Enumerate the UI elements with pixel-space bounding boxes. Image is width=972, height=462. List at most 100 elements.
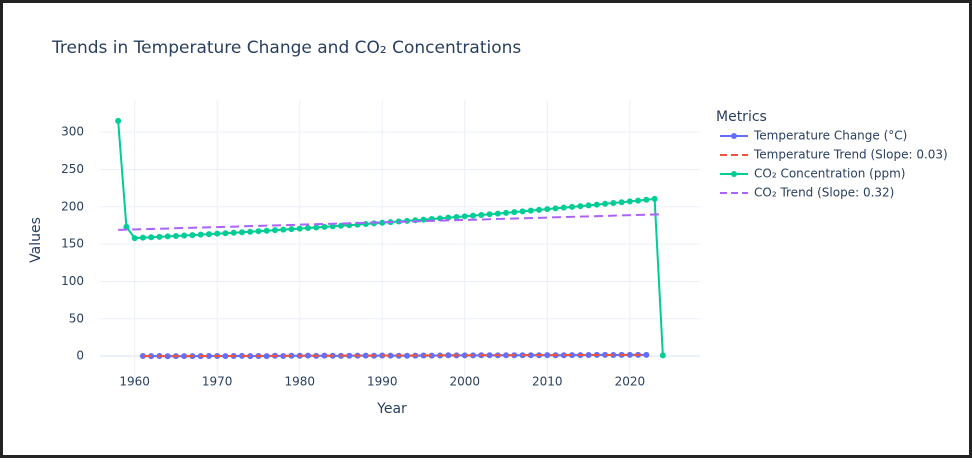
data-point <box>461 352 468 359</box>
legend-marker <box>731 133 737 139</box>
data-point <box>544 206 551 213</box>
data-point <box>238 229 245 236</box>
data-point <box>255 228 262 235</box>
data-point <box>486 211 493 218</box>
y-tick-label: 0 <box>76 349 84 363</box>
data-point <box>189 232 196 239</box>
y-axis-title: Values <box>28 217 44 263</box>
data-point <box>519 208 526 215</box>
data-point <box>470 212 477 219</box>
x-tick-label: 1960 <box>119 375 150 389</box>
data-point <box>222 353 229 360</box>
data-point <box>494 210 501 217</box>
y-tick-label: 50 <box>69 311 84 325</box>
data-point <box>263 353 270 360</box>
data-point <box>643 196 650 203</box>
data-point <box>659 352 666 359</box>
legend-label: CO₂ Concentration (ppm) <box>754 167 905 181</box>
data-point <box>156 233 163 240</box>
legend-title: Metrics <box>716 109 767 125</box>
legend-label: Temperature Change (°C) <box>753 129 907 143</box>
data-point <box>379 219 386 226</box>
data-point <box>536 206 543 213</box>
data-point <box>271 227 278 234</box>
data-point <box>148 234 155 241</box>
data-point <box>626 351 633 358</box>
data-point <box>486 352 493 359</box>
data-point <box>205 353 212 360</box>
data-point <box>610 200 617 207</box>
data-point <box>404 352 411 359</box>
data-point <box>635 197 642 204</box>
data-point <box>527 207 534 214</box>
data-point <box>585 351 592 358</box>
data-point <box>230 229 237 236</box>
data-point <box>478 211 485 218</box>
data-point <box>577 203 584 210</box>
data-point <box>552 205 559 212</box>
data-point <box>651 195 658 202</box>
data-point <box>139 234 146 241</box>
data-point <box>214 230 221 237</box>
data-point <box>181 353 188 360</box>
data-point <box>420 216 427 223</box>
data-point <box>205 231 212 238</box>
data-point <box>387 352 394 359</box>
x-tick-label: 1990 <box>367 375 398 389</box>
data-point <box>247 228 254 235</box>
y-tick-label: 150 <box>61 237 84 251</box>
legend-marker <box>731 171 737 177</box>
data-point <box>123 223 130 230</box>
data-point <box>222 230 229 237</box>
data-point <box>569 203 576 210</box>
data-point <box>602 200 609 207</box>
data-point <box>304 352 311 359</box>
data-point <box>569 352 576 359</box>
data-point <box>527 352 534 359</box>
data-point <box>585 202 592 209</box>
chart-title: Trends in Temperature Change and CO₂ Con… <box>51 38 521 58</box>
y-tick-label: 100 <box>61 274 84 288</box>
data-point <box>511 209 518 216</box>
data-point <box>643 351 650 358</box>
data-point <box>164 353 171 360</box>
data-point <box>115 117 122 124</box>
y-tick-label: 300 <box>61 125 84 139</box>
x-tick-label: 1980 <box>284 375 315 389</box>
x-axis-title: Year <box>376 401 407 417</box>
data-point <box>346 352 353 359</box>
data-point <box>329 223 336 230</box>
data-point <box>181 232 188 239</box>
data-point <box>453 214 460 221</box>
data-point <box>131 235 138 242</box>
legend-label: CO₂ Trend (Slope: 0.32) <box>754 186 894 200</box>
y-tick-label: 250 <box>61 162 84 176</box>
data-point <box>461 213 468 220</box>
data-point <box>172 232 179 239</box>
data-point <box>544 352 551 359</box>
y-tick-label: 200 <box>61 199 84 213</box>
data-point <box>247 353 254 360</box>
data-point <box>296 225 303 232</box>
data-point <box>626 198 633 205</box>
data-point <box>618 199 625 206</box>
data-point <box>304 225 311 232</box>
x-tick-label: 2010 <box>532 375 563 389</box>
data-point <box>313 224 320 231</box>
data-point <box>280 226 287 233</box>
data-point <box>362 352 369 359</box>
data-point <box>288 226 295 233</box>
data-point <box>197 231 204 238</box>
x-tick-label: 2000 <box>450 375 481 389</box>
data-point <box>503 352 510 359</box>
x-tick-label: 1970 <box>202 375 233 389</box>
series-line <box>118 213 663 231</box>
data-point <box>445 352 452 359</box>
x-tick-label: 2020 <box>615 375 646 389</box>
data-point <box>593 201 600 208</box>
data-point <box>164 233 171 240</box>
data-point <box>445 214 452 221</box>
data-point <box>321 223 328 230</box>
data-point <box>263 227 270 234</box>
